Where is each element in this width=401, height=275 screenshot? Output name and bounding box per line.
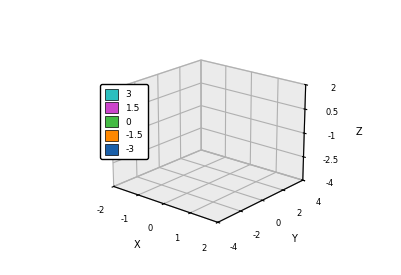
Y-axis label: Y: Y	[290, 234, 296, 244]
X-axis label: X: X	[133, 240, 140, 250]
Legend: 3, 1.5, 0, -1.5, -3: 3, 1.5, 0, -1.5, -3	[100, 84, 148, 159]
